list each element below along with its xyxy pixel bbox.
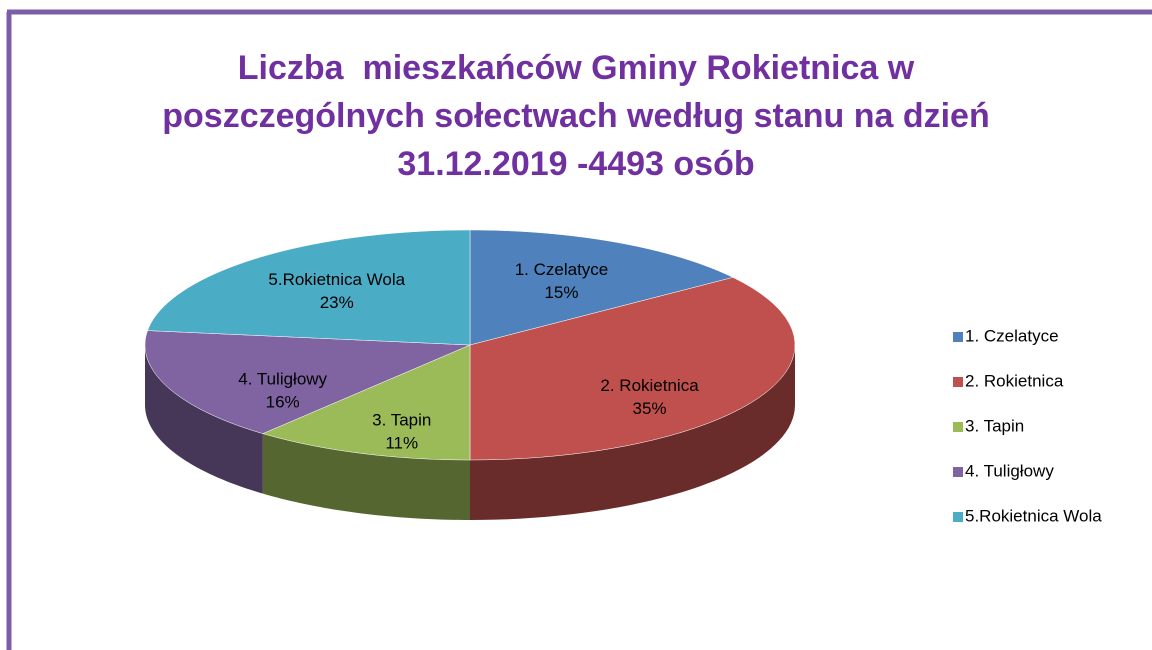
data-label: 35% <box>633 399 667 418</box>
chart-title: 31.12.2019 -4493 osób <box>397 145 754 183</box>
slice-side <box>262 433 470 520</box>
data-label: 2. Rokietnica <box>600 376 699 395</box>
legend-label: 4. Tuligłowy <box>965 461 1054 480</box>
legend-swatch <box>953 512 963 522</box>
data-label: 1. Czelatyce <box>515 260 609 279</box>
slice-side <box>470 345 795 520</box>
data-label: 5.Rokietnica Wola <box>268 270 405 289</box>
slice <box>262 344 471 461</box>
legend-swatch <box>953 467 963 477</box>
slice <box>147 229 471 346</box>
chart-title: Liczba mieszkańców Gminy Rokietnica w <box>238 49 915 87</box>
data-label: 16% <box>266 393 300 412</box>
legend-swatch <box>953 422 963 432</box>
data-label: 23% <box>320 293 354 312</box>
legend-label: 1. Czelatyce <box>965 326 1059 345</box>
legend-swatch <box>953 377 963 387</box>
legend-swatch <box>953 332 963 342</box>
data-label: 11% <box>385 434 418 453</box>
chart-title: poszczególnych sołectwach według stanu n… <box>162 97 990 135</box>
slice <box>469 229 734 346</box>
slice <box>144 330 471 434</box>
data-label: 15% <box>544 283 578 302</box>
data-label: 4. Tuligłowy <box>238 370 327 389</box>
legend-label: 3. Tapin <box>965 416 1024 435</box>
slice-side <box>145 345 263 494</box>
data-label: 3. Tapin <box>372 411 431 430</box>
slice <box>469 277 796 461</box>
legend-label: 2. Rokietnica <box>965 371 1064 390</box>
legend-label: 5.Rokietnica Wola <box>965 506 1102 525</box>
